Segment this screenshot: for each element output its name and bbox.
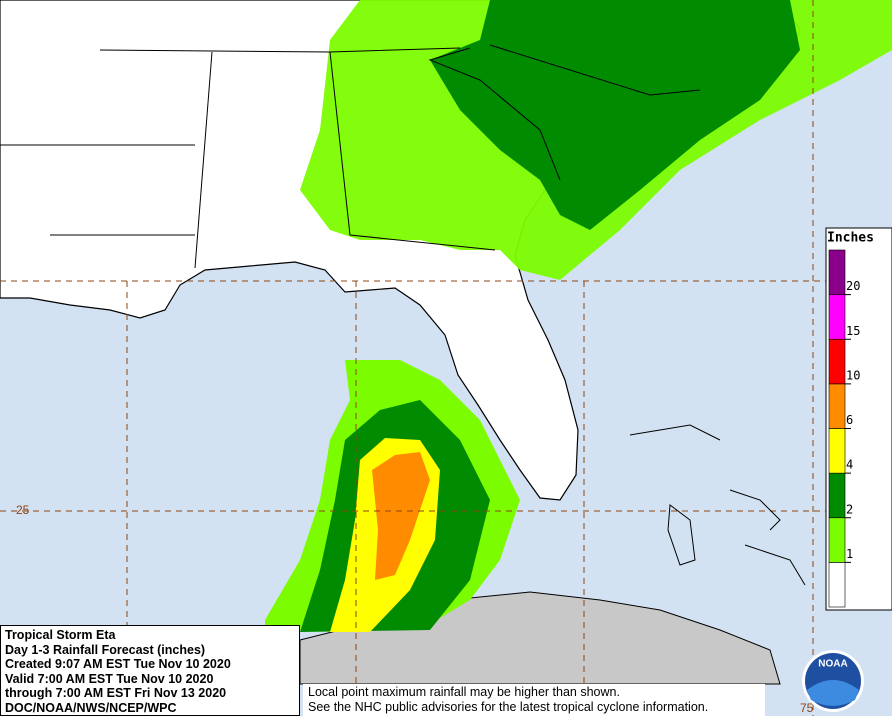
legend: 1 2 4 6 10 15 20 <box>828 249 860 608</box>
bahamas <box>629 424 806 586</box>
legend-tick-label: 15 <box>846 324 860 338</box>
legend-tick-label: 10 <box>846 368 860 382</box>
info-line: DOC/NOAA/NWS/NCEP/WPC <box>5 700 177 715</box>
legend-tick-label: 20 <box>846 279 860 293</box>
rain-6in-gulf <box>372 452 430 580</box>
legend-tick-label: 6 <box>846 413 853 427</box>
legend-tick-label: 4 <box>846 458 853 472</box>
info-line: Day 1-3 Rainfall Forecast (inches) <box>5 642 206 657</box>
info-line: Created 9:07 AM EST Tue Nov 10 2020 <box>5 657 231 671</box>
logo-text: NOAA <box>818 659 847 670</box>
disclaimer-line: Local point maximum rainfall may be high… <box>308 685 620 699</box>
legend-swatch <box>828 249 846 295</box>
legend-swatch <box>828 517 846 563</box>
legend-swatch <box>828 383 846 429</box>
legend-swatch <box>828 338 846 385</box>
logo-wave <box>807 680 859 706</box>
grid-lines <box>0 0 826 716</box>
info-line: Valid 7:00 AM EST Tue Nov 10 2020 <box>5 671 214 686</box>
legend-swatch <box>828 294 846 340</box>
info-box: Tropical Storm Eta Day 1-3 Rainfall Forec… <box>0 625 300 716</box>
rain-2in <box>430 0 800 230</box>
legend-swatch <box>828 472 846 519</box>
disclaimer-box: Local point maximum rainfall may be high… <box>303 684 765 716</box>
legend-tick-label: 2 <box>846 502 853 516</box>
disclaimer-line: See the NHC public advisories for the la… <box>308 700 709 714</box>
info-line: through 7:00 AM EST Fri Nov 13 2020 <box>5 686 227 700</box>
legend-tick-label: 1 <box>846 547 853 561</box>
legend-swatch <box>828 562 846 608</box>
legend-title: Inches <box>827 231 874 246</box>
latitude-label: 25 <box>16 503 30 517</box>
longitude-label: 75 <box>800 701 814 715</box>
legend-swatch <box>828 428 846 474</box>
state-borders <box>0 44 701 269</box>
info-line: Tropical Storm Eta <box>5 628 116 642</box>
